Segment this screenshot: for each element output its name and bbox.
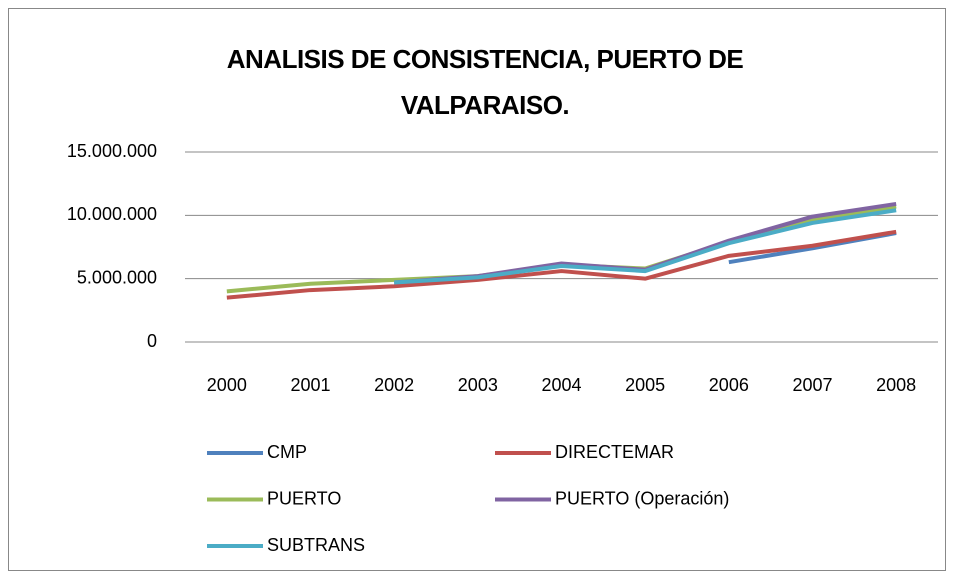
legend-label: PUERTO: [267, 488, 341, 508]
x-tick-label: 2001: [290, 375, 330, 395]
chart-border: [8, 8, 946, 571]
x-tick-label: 2006: [709, 375, 749, 395]
x-tick-label: 2003: [458, 375, 498, 395]
legend-label: DIRECTEMAR: [555, 442, 674, 462]
series-line: [226, 229, 897, 300]
y-tick-label: 15.000.000: [67, 141, 157, 161]
x-tick-label: 2007: [792, 375, 832, 395]
x-tick-label: 2008: [876, 375, 916, 395]
legend-label: SUBTRANS: [267, 535, 365, 555]
chart-title: ANALISIS DE CONSISTENCIA, PUERTO DE VALP…: [226, 44, 744, 120]
x-tick-label: 2000: [207, 375, 247, 395]
y-tick-label: 0: [147, 331, 157, 351]
legend-label: CMP: [267, 442, 307, 462]
x-tick-label: 2004: [541, 375, 581, 395]
series-line: [394, 208, 897, 285]
x-tick-label: 2002: [374, 375, 414, 395]
y-tick-label: 10.000.000: [67, 204, 157, 224]
x-tick-label: 2005: [625, 375, 665, 395]
legend-label: PUERTO (Operación): [555, 488, 729, 508]
y-tick-label: 5.000.000: [77, 267, 157, 287]
